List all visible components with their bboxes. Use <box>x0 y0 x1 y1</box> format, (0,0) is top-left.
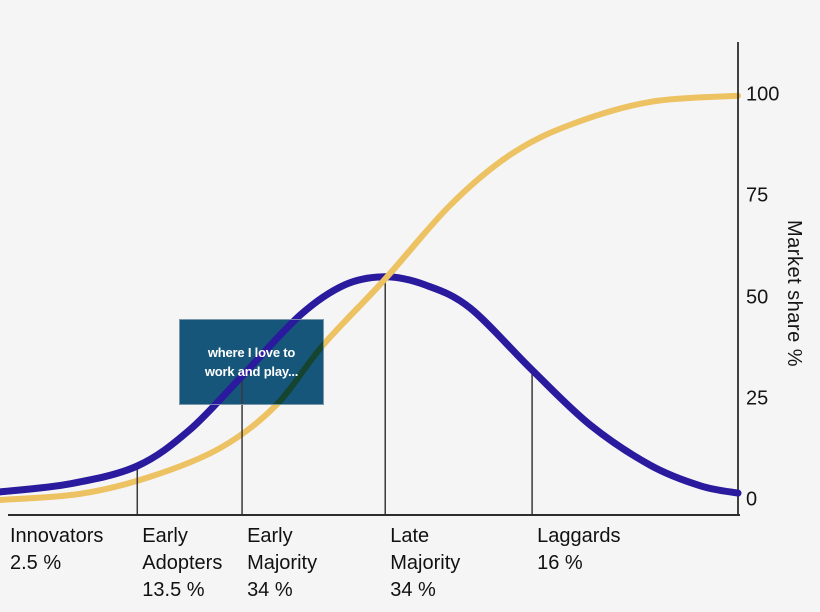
category-label-early-majority: Early Majority 34 % <box>247 525 318 601</box>
y-tick-label: 25 <box>746 387 769 410</box>
category-label-late-majority: Late Majority 34 % <box>390 525 461 601</box>
segment-dividers <box>136 276 533 515</box>
y-tick-label: 100 <box>746 83 780 106</box>
category-label-laggards: Laggards 16 % <box>537 525 621 574</box>
y-tick-label: 0 <box>746 488 758 511</box>
annotation-text: where I love to work and play... <box>179 319 324 405</box>
category-label-innovators: Innovators 2.5 % <box>10 525 104 574</box>
s-curve-crossing-patch <box>345 230 425 325</box>
category-label-early-adopters: Early Adopters 13.5 % <box>142 525 223 601</box>
y-tick-label: 75 <box>746 184 769 207</box>
bell-curve-line <box>0 273 742 497</box>
y-axis-title: Market share % <box>783 220 805 368</box>
y-tick-label: 50 <box>746 286 769 308</box>
